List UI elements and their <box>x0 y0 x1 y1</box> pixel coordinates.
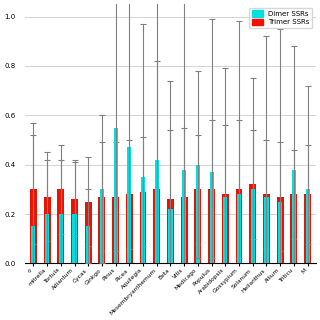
Bar <box>196 165 200 263</box>
Bar <box>182 170 186 263</box>
Bar <box>59 214 63 263</box>
Bar <box>85 202 92 263</box>
Bar <box>263 194 270 263</box>
Bar <box>127 148 132 263</box>
Bar <box>291 194 297 263</box>
Bar <box>167 199 174 263</box>
Bar <box>292 170 296 263</box>
Bar <box>30 189 37 263</box>
Bar <box>126 194 133 263</box>
Bar <box>306 189 310 263</box>
Bar <box>114 128 118 263</box>
Bar <box>140 192 147 263</box>
Bar <box>210 172 214 263</box>
Bar <box>237 194 241 263</box>
Bar <box>223 197 228 263</box>
Bar <box>31 226 36 263</box>
Bar <box>71 199 78 263</box>
Bar <box>236 189 243 263</box>
Bar <box>100 189 104 263</box>
Bar <box>208 189 215 263</box>
Bar <box>277 197 284 263</box>
Bar <box>195 189 201 263</box>
Bar <box>45 214 49 263</box>
Bar <box>278 202 282 263</box>
Bar <box>304 194 311 263</box>
Bar <box>86 226 90 263</box>
Bar <box>72 214 76 263</box>
Bar <box>141 177 145 263</box>
Bar <box>44 197 51 263</box>
Bar <box>222 194 229 263</box>
Legend: Dimer SSRs, Trimer SSRs: Dimer SSRs, Trimer SSRs <box>250 8 312 28</box>
Bar <box>153 189 160 263</box>
Bar <box>264 197 268 263</box>
Bar <box>249 184 256 263</box>
Bar <box>168 209 172 263</box>
Bar <box>99 197 105 263</box>
Bar <box>155 160 159 263</box>
Bar <box>181 197 188 263</box>
Bar <box>112 197 119 263</box>
Bar <box>57 189 64 263</box>
Bar <box>251 189 255 263</box>
